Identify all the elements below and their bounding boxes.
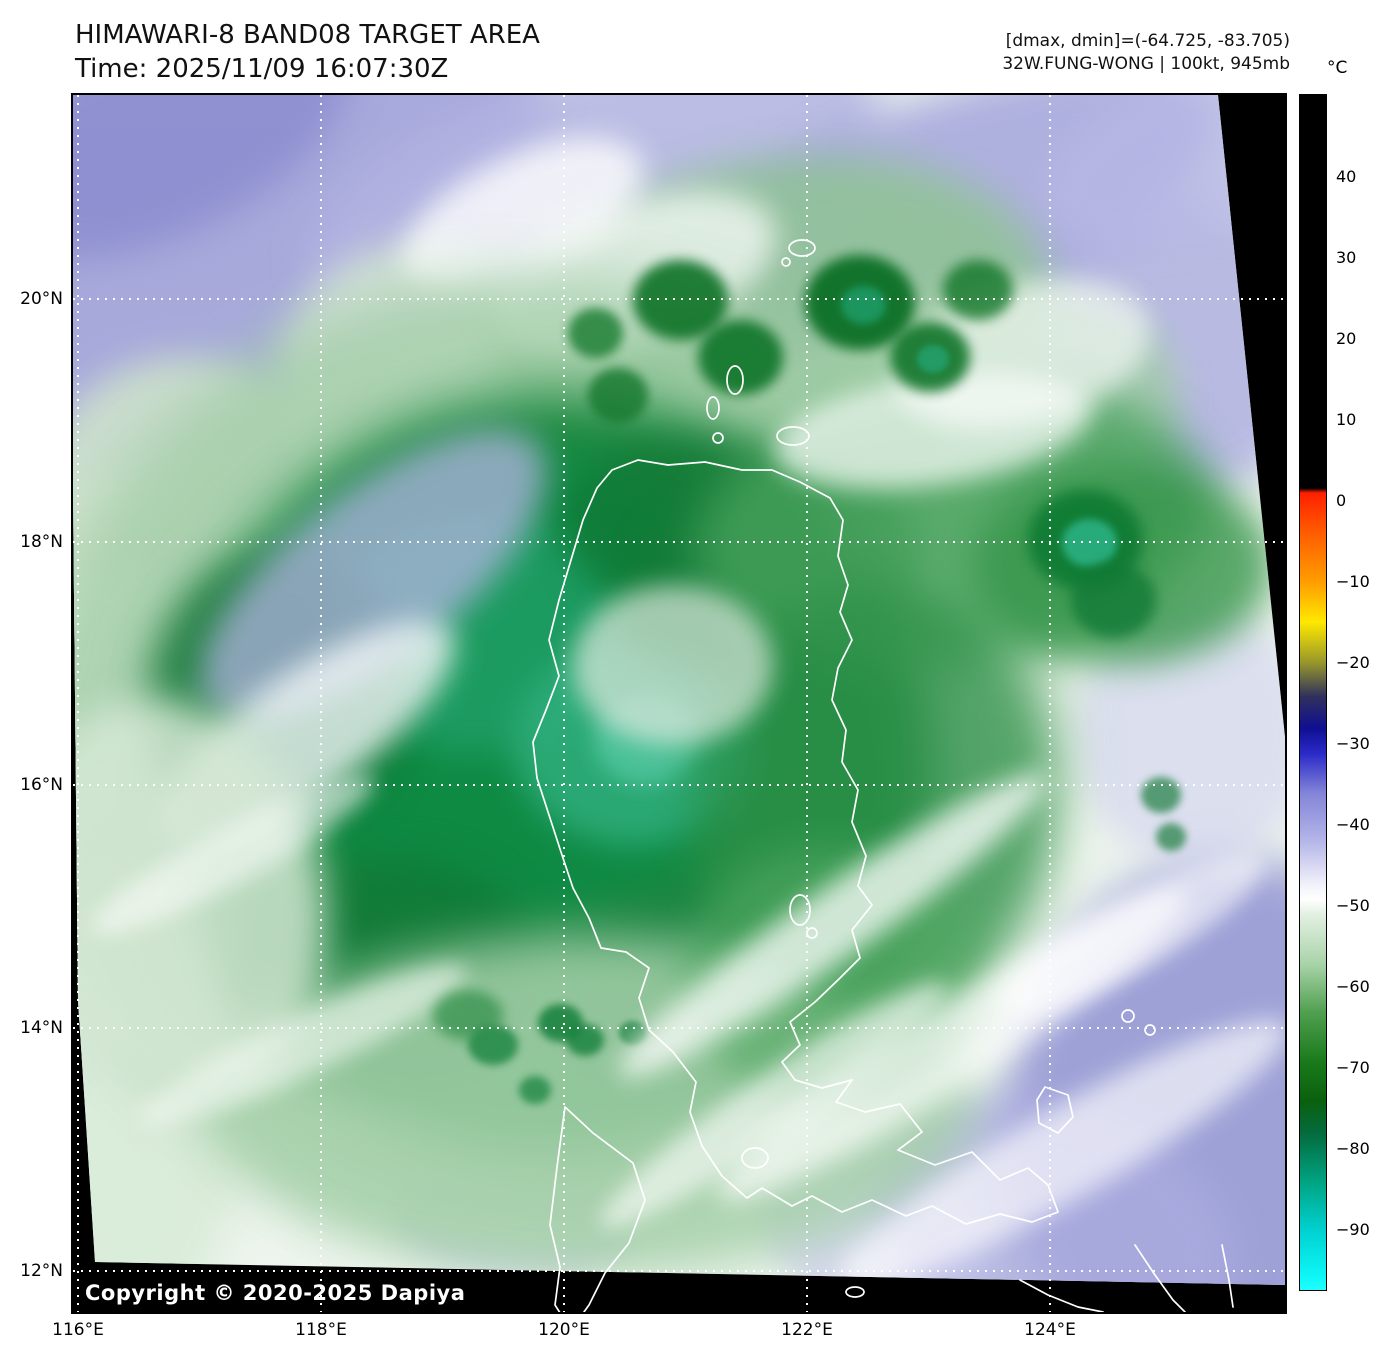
colorbar-tick-label: −10	[1336, 572, 1370, 591]
cloud-blob	[632, 260, 728, 340]
cloud-blob	[917, 345, 949, 373]
latitude-tick-label: 20°N	[20, 289, 63, 309]
cloud-blob	[588, 367, 648, 423]
colorbar	[1300, 95, 1326, 1290]
colorbar-tick-label: 0	[1336, 491, 1347, 510]
colorbar-tick-label: −60	[1336, 977, 1370, 996]
storm-info: [dmax, dmin]=(-64.725, -83.705) 32W.FUNG…	[1002, 30, 1290, 76]
gridline-longitude	[77, 95, 79, 1312]
gridline-longitude	[320, 95, 322, 1312]
cloud-blob	[573, 585, 773, 745]
copyright-label: Copyright © 2020-2025 Dapiya	[85, 1281, 466, 1305]
colorbar-tick-label: −40	[1336, 815, 1370, 834]
colorbar-tick-label: 30	[1336, 248, 1357, 267]
cloud-blob	[697, 319, 783, 395]
satellite-imagery	[73, 95, 1285, 1285]
colorbar-tick-label: 10	[1336, 410, 1357, 429]
gridline-longitude	[563, 95, 565, 1312]
dmax-dmin-readout: [dmax, dmin]=(-64.725, -83.705)	[1005, 31, 1290, 51]
cloud-blob	[433, 990, 503, 1040]
colorbar-tick-label: −90	[1336, 1220, 1370, 1239]
longitude-tick-label: 116°E	[52, 1320, 104, 1340]
gridline-latitude	[73, 298, 1285, 300]
cloud-blob	[1061, 519, 1117, 567]
longitude-tick-label: 124°E	[1024, 1320, 1076, 1340]
latitude-tick-label: 12°N	[20, 1261, 63, 1281]
cloud-blob	[1156, 823, 1186, 851]
cloud-blob	[519, 1076, 551, 1104]
latitude-tick-label: 18°N	[20, 532, 63, 552]
cloud-blob	[567, 308, 623, 358]
latitude-tick-label: 14°N	[20, 1018, 63, 1038]
map-area: Copyright © 2020-2025 Dapiya	[73, 95, 1285, 1312]
colorbar-tick-label: 40	[1336, 167, 1357, 186]
storm-id-intensity: 32W.FUNG-WONG | 100kt, 945mb	[1002, 54, 1290, 74]
product-time: Time: 2025/11/09 16:07:30Z	[75, 54, 449, 84]
product-title-line1: HIMAWARI-8 BAND08 TARGET AREA	[75, 20, 540, 50]
colorbar-tick-label: −20	[1336, 653, 1370, 672]
longitude-tick-label: 120°E	[538, 1320, 590, 1340]
colorbar-tick-label: −30	[1336, 734, 1370, 753]
gridline-latitude	[73, 541, 1285, 543]
island-south-2	[1019, 1279, 1104, 1312]
gridline-latitude	[73, 784, 1285, 786]
gridline-latitude	[73, 1270, 1285, 1272]
latitude-tick-label: 16°N	[20, 775, 63, 795]
colorbar-tick-label: −70	[1336, 1058, 1370, 1077]
colorbar-tick-label: 20	[1336, 329, 1357, 348]
colorbar-tick-label: −80	[1336, 1139, 1370, 1158]
cloud-blob	[943, 260, 1013, 320]
cloud-blob	[840, 286, 886, 324]
longitude-tick-label: 122°E	[781, 1320, 833, 1340]
island-south-1	[845, 1286, 865, 1298]
colorbar-unit-label: °C	[1327, 58, 1348, 78]
gridline-latitude	[73, 1027, 1285, 1029]
cloud-blob	[1070, 562, 1156, 638]
product-title: HIMAWARI-8 BAND08 TARGET AREA Time: 2025…	[75, 18, 540, 86]
gridline-longitude	[1049, 95, 1051, 1312]
gridline-longitude	[806, 95, 808, 1312]
cloud-blob	[1141, 777, 1181, 813]
longitude-tick-label: 118°E	[295, 1320, 347, 1340]
colorbar-tick-label: −50	[1336, 896, 1370, 915]
